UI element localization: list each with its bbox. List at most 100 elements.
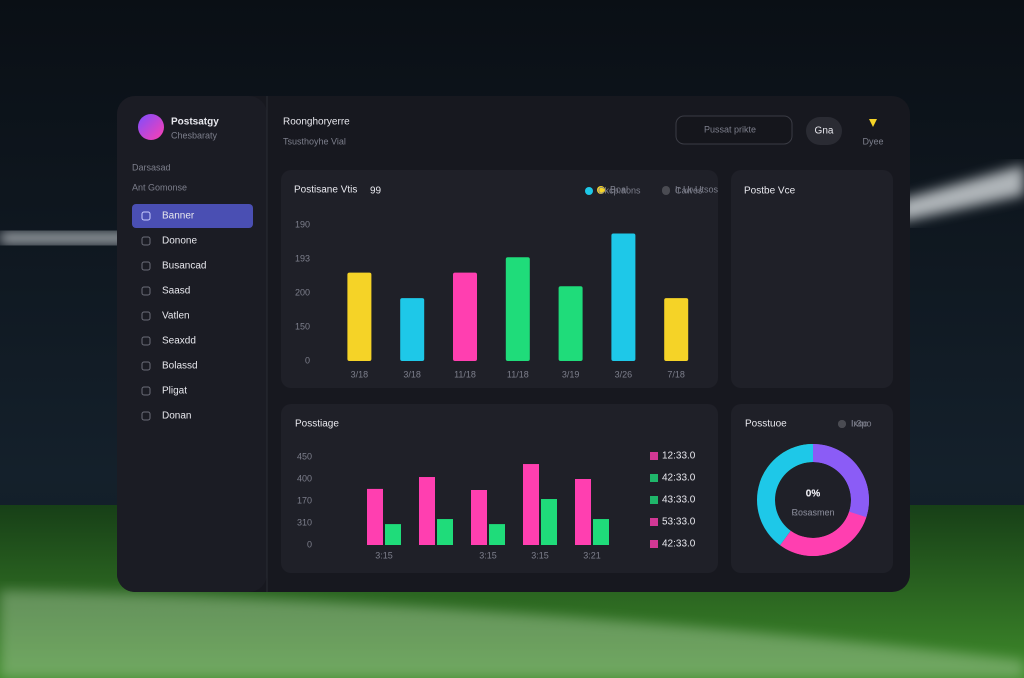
bar [523, 464, 539, 545]
donut-sub: Rosasmen [791, 507, 834, 517]
chart-title: Postbe Vce [744, 186, 796, 197]
x-tick-label: 3/26 [615, 369, 633, 379]
header-subtitle: Tsusthoyhe Vial [283, 136, 346, 146]
list-marker [650, 496, 658, 504]
bar [453, 272, 477, 361]
bar [400, 298, 425, 361]
bar [505, 257, 530, 361]
legend-dot [838, 420, 846, 428]
header-button-text[interactable]: Gna [815, 126, 834, 137]
header-title: Roonghoryerre [283, 117, 350, 128]
nav-icon[interactable] [141, 386, 151, 396]
chart-title: Posstiage [295, 419, 339, 430]
y-tick-label: 170 [297, 495, 312, 505]
list-label: 42:33.0 [662, 473, 696, 484]
donut-segment [757, 444, 813, 546]
list-marker [650, 540, 658, 548]
list-marker [650, 518, 658, 526]
x-tick-label: 3:21 [583, 550, 601, 560]
list-label: 43:33.0 [662, 495, 696, 506]
nav-item[interactable]: Seaxdd [162, 336, 196, 347]
badge-icon[interactable] [869, 119, 877, 127]
legend-label: Ir3po [851, 418, 872, 428]
list-marker [650, 474, 658, 482]
list-label: 53:33.0 [662, 517, 696, 528]
nav-icon[interactable] [141, 261, 151, 271]
legend-label: Ir Ur Utsos [675, 184, 719, 194]
nav-item[interactable]: Banner [162, 211, 195, 222]
y-tick-label: 310 [297, 517, 312, 527]
donut-sub: Cosasmen [791, 507, 834, 517]
donut-segment [813, 444, 869, 518]
legend-dot [585, 187, 593, 195]
legend-label: Cawes [675, 185, 703, 195]
search-text[interactable]: Pussat prikte [704, 124, 756, 134]
bar [419, 477, 435, 545]
legend-dot [662, 187, 670, 195]
nav-icon[interactable] [141, 336, 151, 346]
search-box[interactable] [675, 115, 793, 145]
y-tick-label: 190 [295, 219, 310, 229]
y-tick-label: 0 [307, 539, 312, 549]
bar [367, 488, 383, 545]
x-tick-label: 3/18 [351, 369, 369, 379]
nav-item[interactable]: Vatlen [162, 311, 190, 322]
nav-icon[interactable] [141, 411, 151, 421]
bar [593, 519, 609, 545]
nav-item[interactable]: Donan [162, 411, 191, 422]
donut-center: 0% [806, 489, 821, 500]
brand-name: Postsatgy [171, 117, 219, 128]
y-tick-label: 200 [295, 287, 310, 297]
bar [437, 519, 453, 545]
nav-icon[interactable] [141, 236, 151, 246]
brand-sub: Chesbaraty [171, 130, 218, 140]
x-tick-label: 3:15 [531, 550, 549, 560]
nav-icon[interactable] [141, 286, 151, 296]
bar [471, 490, 487, 545]
x-tick-label: 11/18 [454, 369, 476, 379]
donut-segment [780, 511, 867, 556]
bar [558, 286, 583, 361]
card [281, 170, 718, 388]
bar [664, 298, 689, 361]
nav-icon[interactable] [141, 211, 151, 221]
y-tick-label: 150 [295, 321, 310, 331]
bar [385, 524, 401, 545]
bar [611, 233, 636, 361]
chart-tag: 99 [370, 186, 382, 197]
badge-text[interactable]: Dyee [862, 136, 883, 146]
nav-item[interactable]: Donone [162, 236, 197, 247]
legend-dot [597, 186, 605, 194]
x-tick-label: 3/18 [403, 369, 421, 379]
logo [138, 114, 164, 140]
x-tick-label: 3/19 [562, 369, 580, 379]
chart-title: Posstuoe [745, 419, 787, 430]
list-label: 12:33.0 [662, 451, 696, 462]
bar [347, 272, 372, 361]
bar [575, 479, 591, 545]
chart-title: Postisane Vtis [294, 185, 357, 196]
sidebar-section: Darsasad [132, 162, 171, 172]
list-marker [650, 452, 658, 460]
y-tick-label: 450 [297, 451, 312, 461]
y-tick-label: 400 [297, 473, 312, 483]
x-tick-label: 3:15 [479, 550, 497, 560]
nav-item[interactable]: Bolassd [162, 361, 198, 372]
nav-item[interactable]: Busancad [162, 261, 206, 272]
card [731, 170, 893, 388]
y-tick-label: 193 [295, 253, 310, 263]
nav-icon[interactable] [141, 361, 151, 371]
list-label: 42:33.0 [662, 539, 696, 550]
legend-label: Ixoo [851, 418, 868, 428]
nav-item[interactable]: Saasd [162, 286, 190, 297]
nav-item[interactable]: Pligat [162, 386, 187, 397]
donut-center: 0% [806, 489, 821, 500]
header-button[interactable] [806, 117, 842, 145]
nav-icon[interactable] [141, 311, 151, 321]
bar [541, 499, 557, 545]
y-tick-label: 0 [305, 355, 310, 365]
bar [489, 524, 505, 545]
nav-active[interactable] [132, 204, 253, 228]
x-tick-label: 11/18 [507, 369, 529, 379]
